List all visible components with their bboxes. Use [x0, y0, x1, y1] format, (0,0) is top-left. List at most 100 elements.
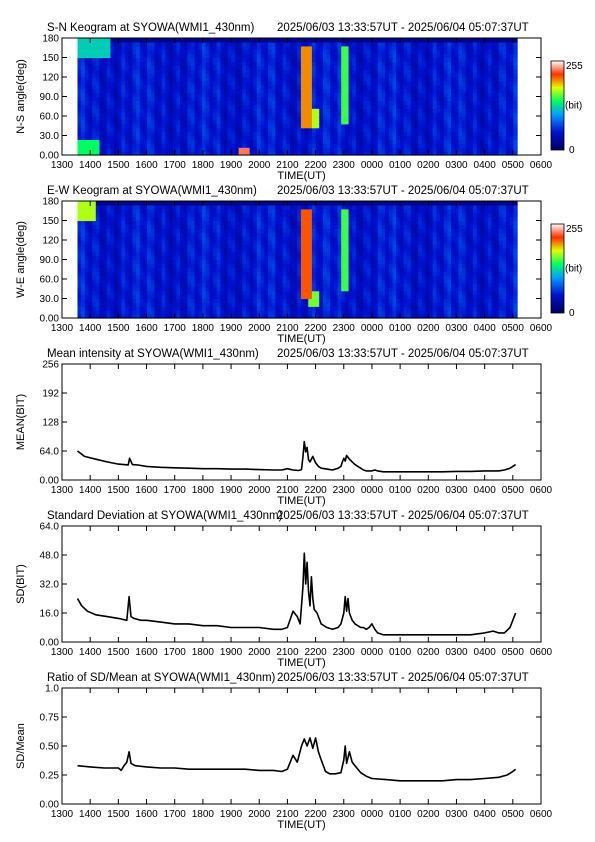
keogram-cell	[180, 216, 185, 222]
keogram-cell	[103, 208, 108, 214]
keogram-cell	[319, 69, 324, 74]
keogram-cell	[88, 41, 93, 47]
keogram-cell	[165, 228, 170, 233]
keogram-cell	[202, 116, 207, 121]
keogram-cell	[443, 65, 449, 70]
keogram-cell	[447, 116, 452, 121]
keogram-cell	[147, 65, 152, 70]
keogram-cell	[278, 61, 284, 66]
keogram-cell	[147, 92, 152, 98]
keogram-cell	[231, 201, 236, 206]
keogram-cell	[216, 41, 221, 47]
keogram-cell	[399, 127, 405, 133]
keogram-cell	[231, 282, 236, 288]
keogram-cell	[458, 61, 463, 66]
keogram-cell	[359, 92, 364, 98]
keogram-cell	[366, 116, 372, 121]
keogram-cell	[147, 147, 152, 152]
keogram-cell	[121, 127, 126, 133]
keogram-cell	[418, 41, 423, 47]
keogram-cell	[169, 271, 174, 276]
keogram-cell	[487, 45, 493, 51]
keogram-cell	[84, 232, 90, 237]
keogram-cell	[260, 123, 265, 129]
keogram-cell	[99, 236, 104, 241]
keogram-cell	[209, 108, 214, 113]
keogram-cell	[264, 143, 269, 148]
keogram-cell	[213, 201, 218, 206]
keogram-cell	[341, 53, 346, 59]
keogram-cell	[260, 84, 265, 90]
keogram-cell	[106, 201, 112, 206]
keogram-cell	[227, 247, 232, 253]
keogram-cell	[359, 123, 364, 129]
keogram-cell	[147, 73, 152, 78]
keogram-cell	[176, 302, 181, 307]
keogram-cell	[183, 41, 188, 47]
keogram-cell	[99, 294, 104, 300]
keogram-cell	[260, 61, 265, 66]
keogram-cell	[125, 224, 130, 229]
keogram-cell	[216, 80, 221, 86]
keogram-cell	[81, 208, 86, 214]
keogram-cell	[209, 131, 214, 137]
keogram-cell	[462, 127, 467, 133]
keogram-cell	[216, 127, 221, 133]
keogram-cell	[352, 135, 357, 140]
keogram-cell	[139, 212, 145, 218]
keogram-cell	[88, 116, 93, 121]
keogram-cell	[366, 104, 372, 109]
keogram-cell	[377, 104, 383, 109]
keogram-cell	[311, 61, 317, 66]
keogram-cell	[99, 286, 104, 292]
keogram-cell	[169, 224, 174, 229]
keogram-cell	[447, 77, 452, 82]
keogram-cell	[209, 88, 214, 94]
keogram-cell	[81, 84, 86, 90]
keogram-cell	[117, 232, 123, 237]
keogram-cell	[451, 100, 456, 105]
keogram-cell	[187, 310, 192, 315]
keogram-cell	[414, 65, 419, 70]
keogram-cell	[147, 314, 152, 319]
keogram-cell	[348, 139, 353, 144]
keogram-cell	[169, 143, 174, 148]
keogram-cell	[110, 57, 115, 62]
keogram-cell	[110, 298, 115, 303]
keogram-cell	[191, 38, 196, 43]
keogram-cell	[238, 61, 243, 66]
keogram-cell	[249, 80, 254, 86]
keogram-cell	[495, 57, 500, 62]
keogram-cell	[139, 49, 145, 55]
keogram-cell	[491, 116, 496, 121]
keogram-cell	[191, 53, 196, 59]
keogram-cell	[242, 38, 247, 43]
keogram-cell	[198, 143, 203, 148]
keogram-cell	[147, 236, 152, 241]
keogram-cell	[191, 112, 196, 117]
keogram-cell	[297, 41, 302, 47]
keogram-cell	[348, 147, 353, 152]
keogram-cell	[304, 127, 309, 133]
keogram-cell	[436, 116, 441, 121]
keogram-cell	[319, 84, 324, 90]
keogram-cell	[158, 131, 163, 137]
keogram-cell	[161, 208, 167, 214]
keogram-cell	[333, 119, 339, 125]
keogram-cell	[209, 123, 214, 129]
keogram-cell	[139, 88, 145, 94]
keogram-cell	[205, 204, 210, 210]
keogram-cell	[300, 135, 306, 140]
keogram-cell	[117, 84, 123, 90]
keogram-cell	[282, 135, 287, 140]
keogram-cell	[498, 38, 503, 43]
keogram-cell	[366, 45, 372, 51]
x-tick-label: 1300	[51, 160, 74, 171]
keogram-cell	[161, 267, 167, 272]
keogram-cell	[271, 73, 276, 78]
keogram-cell	[462, 151, 467, 156]
keogram-cell	[506, 151, 511, 156]
keogram-cell	[502, 147, 507, 152]
keogram-cell	[245, 135, 251, 140]
keogram-cell	[117, 282, 123, 288]
